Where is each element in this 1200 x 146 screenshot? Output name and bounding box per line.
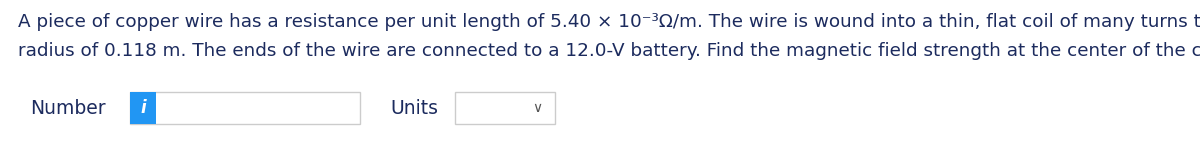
FancyBboxPatch shape	[130, 92, 156, 124]
Text: Units: Units	[390, 99, 438, 118]
Text: i: i	[140, 99, 146, 117]
FancyBboxPatch shape	[130, 92, 360, 124]
Text: ∨: ∨	[532, 101, 542, 115]
FancyBboxPatch shape	[455, 92, 554, 124]
Text: A piece of copper wire has a resistance per unit length of 5.40 × 10⁻³Ω/m. The w: A piece of copper wire has a resistance …	[18, 13, 1200, 31]
Text: Number: Number	[30, 99, 106, 118]
Text: radius of 0.118 m. The ends of the wire are connected to a 12.0-V battery. Find : radius of 0.118 m. The ends of the wire …	[18, 42, 1200, 60]
